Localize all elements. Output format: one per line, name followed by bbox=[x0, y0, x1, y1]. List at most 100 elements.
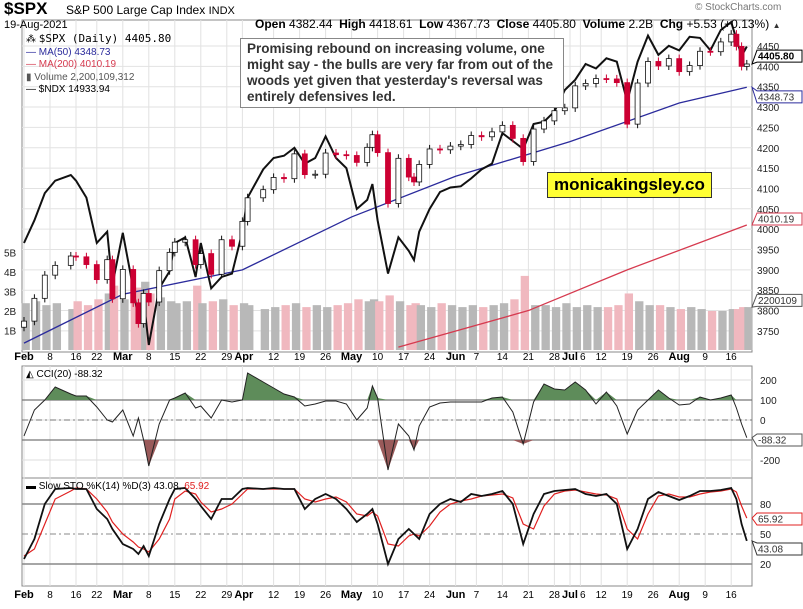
volume-bar bbox=[437, 303, 446, 350]
volume-bar bbox=[531, 305, 540, 350]
candle-body bbox=[738, 46, 745, 67]
x-tick-label: May bbox=[341, 589, 363, 601]
volume-bar bbox=[109, 285, 119, 350]
volume-label: Volume bbox=[582, 17, 626, 31]
sto-legend: ▬ Slow STO %K(14) %D(3) 43.08, 65.92 bbox=[26, 481, 210, 492]
candle-body bbox=[93, 264, 100, 281]
volume-bar bbox=[302, 307, 311, 350]
symbol: $SPX bbox=[4, 0, 48, 18]
candle-body bbox=[229, 239, 235, 247]
price-tick-label: 3750 bbox=[757, 327, 780, 338]
close-tag: 4405.80 bbox=[751, 49, 803, 65]
high-label: High bbox=[339, 17, 366, 31]
volume-bar bbox=[146, 293, 155, 350]
volume-tick-label: 2B bbox=[4, 307, 17, 318]
volume-bar bbox=[733, 309, 743, 350]
x-tick-label: 17 bbox=[398, 352, 410, 363]
candle-body bbox=[530, 128, 537, 162]
index-name: S&P 500 Large Cap Index bbox=[66, 3, 206, 17]
candle-body bbox=[192, 239, 199, 265]
candle-body bbox=[312, 173, 319, 176]
candles bbox=[21, 30, 750, 332]
open-value: 4382.44 bbox=[289, 17, 333, 31]
candle-body bbox=[239, 221, 246, 247]
candle-body bbox=[676, 58, 683, 73]
price-tick-label: 3850 bbox=[757, 286, 780, 297]
x-tick-label: 29 bbox=[221, 590, 233, 601]
volume-bar bbox=[416, 305, 426, 350]
price-tick-label: 4050 bbox=[757, 205, 780, 216]
volume-bar bbox=[572, 307, 582, 350]
volume-bar bbox=[489, 305, 498, 350]
close-tag-box bbox=[751, 49, 803, 65]
legend-volume-text: Volume 2,200,109,312 bbox=[34, 71, 135, 83]
price-tick-label: 4150 bbox=[757, 164, 780, 175]
volume-bar bbox=[499, 303, 509, 350]
volume-bar bbox=[645, 305, 654, 350]
x-tick-label: 16 bbox=[726, 590, 738, 601]
ma50-tag-box bbox=[751, 85, 803, 104]
volume-bar bbox=[31, 301, 41, 350]
volume-bar bbox=[219, 299, 228, 350]
legend-ndx: — $NDX 14933.94 bbox=[26, 84, 110, 95]
candle-body bbox=[83, 256, 90, 265]
x-tick-label: 22 bbox=[195, 352, 207, 363]
sto-k-tag-text: 43.08 bbox=[758, 545, 783, 556]
sto-k-line bbox=[23, 486, 748, 567]
candle-body bbox=[353, 155, 360, 163]
sto-d-tag: 65.92 bbox=[751, 512, 803, 526]
candle-body bbox=[593, 78, 599, 84]
candle-body bbox=[171, 241, 178, 253]
candle-body bbox=[109, 259, 116, 300]
candle-body bbox=[41, 274, 48, 299]
cci-tick-label: -200 bbox=[760, 456, 780, 467]
candle-body bbox=[291, 153, 298, 180]
axes: FebFeb8816162222MarMar88151522222929AprA… bbox=[4, 42, 803, 601]
price-tick-label: 3800 bbox=[757, 307, 780, 318]
cci-tick-label: 100 bbox=[760, 396, 777, 407]
x-tick-label: 16 bbox=[726, 352, 738, 363]
price-tick-label: 4100 bbox=[757, 184, 780, 195]
candle-body bbox=[717, 41, 724, 53]
candle-body bbox=[395, 157, 402, 204]
x-tick-label: 15 bbox=[169, 352, 181, 363]
volume-bar bbox=[479, 307, 488, 350]
volume-bar bbox=[83, 305, 93, 350]
candle-body bbox=[572, 85, 579, 109]
candle-body bbox=[156, 270, 163, 303]
x-tick-label: 28 bbox=[549, 590, 561, 601]
open-label: Open bbox=[255, 17, 286, 31]
candle-body bbox=[260, 189, 267, 199]
candle-body bbox=[603, 78, 610, 80]
x-tick-label: 21 bbox=[523, 590, 535, 601]
price-tick-label: 3900 bbox=[757, 266, 780, 277]
volume-bar bbox=[172, 303, 181, 350]
price-tick-label: 4350 bbox=[757, 83, 780, 94]
ma200-line bbox=[398, 224, 748, 348]
x-tick-label: 6 bbox=[580, 352, 586, 363]
x-tick-label: 19 bbox=[622, 352, 634, 363]
volume-bar bbox=[291, 303, 301, 350]
candle-body bbox=[135, 302, 142, 324]
candle-body bbox=[374, 134, 381, 154]
volume-bar bbox=[198, 303, 207, 350]
volume-bar bbox=[655, 305, 665, 350]
volume-bar bbox=[94, 299, 103, 350]
candle-body bbox=[145, 293, 152, 303]
volume-bar bbox=[697, 309, 706, 350]
candle-body bbox=[561, 107, 568, 112]
volume-bar bbox=[42, 305, 51, 350]
volume-tick-label: 3B bbox=[4, 288, 17, 299]
legend-volume: ▮ Volume 2,200,109,312 bbox=[26, 72, 171, 85]
volume-bar bbox=[614, 305, 623, 350]
volume-bar bbox=[739, 307, 748, 350]
volume-bar bbox=[593, 307, 602, 350]
candle-body bbox=[343, 154, 350, 157]
legend-ma200-text: MA(200) 4010.19 bbox=[38, 59, 117, 70]
price-tick-label: 4000 bbox=[757, 225, 780, 236]
volume-bar bbox=[583, 305, 592, 350]
sto-tick-label: 20 bbox=[760, 560, 772, 571]
x-tick-label: Feb bbox=[14, 589, 34, 601]
volume-bar bbox=[395, 301, 405, 350]
x-tick-label: 24 bbox=[424, 590, 436, 601]
